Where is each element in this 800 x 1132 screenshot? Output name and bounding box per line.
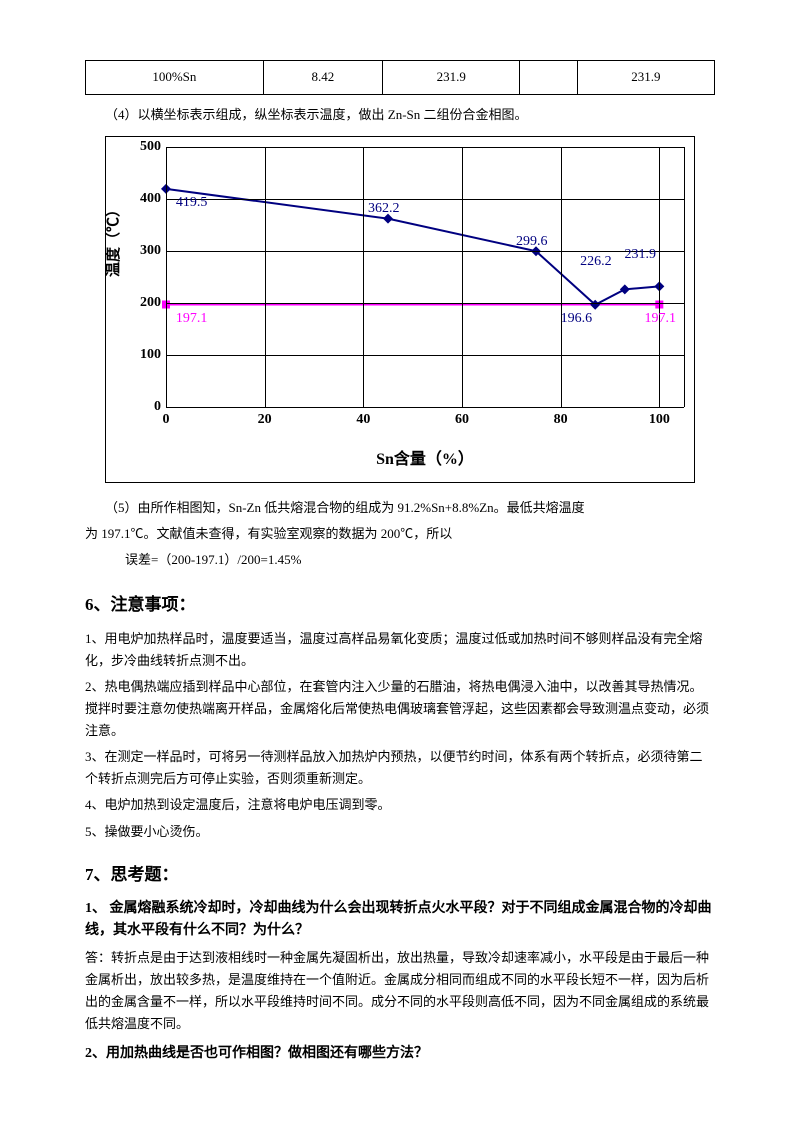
question-1-title: 1、 金属熔融系统冷却时，冷却曲线为什么会出现转折点火水平段？对于不同组成金属混… <box>85 898 715 943</box>
gridline-v <box>265 147 266 407</box>
y-tick-label: 300 <box>126 239 161 261</box>
gridline-v <box>561 147 562 407</box>
y-tick-label: 400 <box>126 187 161 209</box>
gridline-v <box>462 147 463 407</box>
y-tick-label: 200 <box>126 291 161 313</box>
x-tick-label: 60 <box>455 409 469 431</box>
cell-composition: 100%Sn <box>86 61 264 95</box>
para-5-line1: （5）由所作相图知，Sn-Zn 低共熔混合物的组成为 91.2%Sn+8.8%Z… <box>105 498 715 519</box>
gridline-v <box>363 147 364 407</box>
y-axis-label: 温度（℃） <box>102 202 126 277</box>
heading-questions: 7、思考题： <box>85 861 715 888</box>
x-tick-label: 80 <box>554 409 568 431</box>
cell-col3: 231.9 <box>383 61 520 95</box>
data-point-label: 197.1 <box>645 308 677 330</box>
note-item-4: 4、电炉加热到设定温度后，注意将电炉电压调到零。 <box>85 794 715 816</box>
data-point-label: 226.2 <box>580 251 612 273</box>
note-item-1: 1、用电炉加热样品时，温度要适当，温度过高样品易氧化变质；温度过低或加热时间不够… <box>85 628 715 672</box>
x-tick-label: 0 <box>163 409 170 431</box>
x-tick-label: 20 <box>258 409 272 431</box>
note-item-3: 3、在测定一样品时，可将另一待测样品放入加热炉内预热，以便节约时间，体系有两个转… <box>85 746 715 790</box>
gridline-h <box>166 407 684 408</box>
x-tick-label: 40 <box>356 409 370 431</box>
heading-notes: 6、注意事项： <box>85 591 715 618</box>
data-point-label: 196.6 <box>561 308 593 330</box>
note-4: （4）以横坐标表示组成，纵坐标表示温度，做出 Zn-Sn 二组份合金相图。 <box>105 105 715 126</box>
gridline-v <box>659 147 660 407</box>
gridline-h <box>166 303 684 304</box>
y-tick-label: 100 <box>126 343 161 365</box>
gridline-h <box>166 147 684 148</box>
cell-col2: 8.42 <box>263 61 382 95</box>
gridline-h <box>166 199 684 200</box>
gridline-v <box>166 147 167 407</box>
gridline-h <box>166 355 684 356</box>
chart-plot-area: 0100200300400500020406080100197.1197.141… <box>166 147 684 407</box>
x-tick-label: 100 <box>649 409 670 431</box>
cell-col4 <box>520 61 577 95</box>
data-point-label: 362.2 <box>368 198 400 220</box>
data-point-label: 197.1 <box>176 308 208 330</box>
y-tick-label: 0 <box>126 395 161 417</box>
data-table: 100%Sn 8.42 231.9 231.9 <box>85 60 715 95</box>
para-5-line2: 为 197.1℃。文献值未查得，有实验室观察的数据为 200℃，所以 <box>85 524 715 545</box>
x-axis-label: Sn含量（%） <box>166 447 684 473</box>
data-point-label: 299.6 <box>516 231 548 253</box>
data-point-label: 419.5 <box>176 192 208 214</box>
question-2-title: 2、用加热曲线是否也可作相图？做相图还有哪些方法？ <box>85 1043 715 1065</box>
data-point-label: 231.9 <box>625 244 657 266</box>
phase-diagram-chart: 温度（℃） 0 100 200 300 400 500 0 20 40 60 80 100 197.1 1… <box>105 136 695 484</box>
chart-svg <box>166 147 684 407</box>
note-item-5: 5、操做要小心烫伤。 <box>85 821 715 843</box>
table-row: 100%Sn 8.42 231.9 231.9 <box>86 61 715 95</box>
note-item-2: 2、热电偶热端应插到样品中心部位，在套管内注入少量的石腊油，将热电偶浸入油中，以… <box>85 676 715 742</box>
question-1-answer: 答：转折点是由于达到液相线时一种金属先凝固析出，放出热量，导致冷却速率减小，水平… <box>85 947 715 1035</box>
error-calc: 误差=（200-197.1）/200=1.45% <box>125 550 715 571</box>
y-tick-label: 500 <box>126 135 161 157</box>
cell-col5: 231.9 <box>577 61 714 95</box>
